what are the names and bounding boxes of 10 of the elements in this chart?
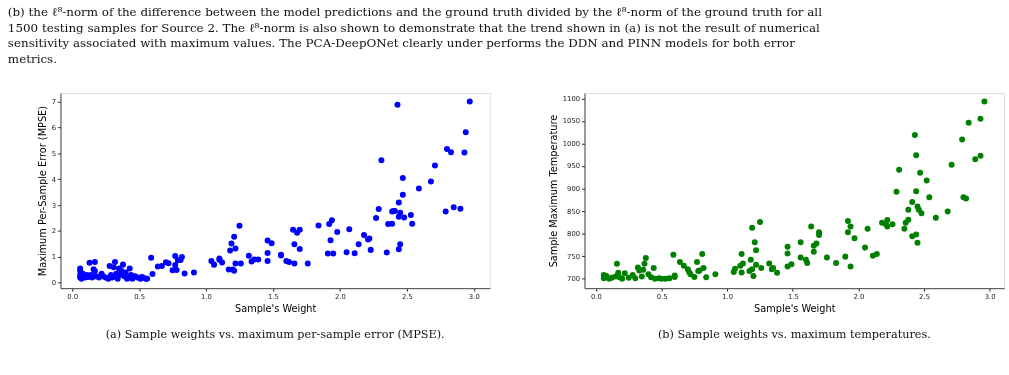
text: (b) the ℓ⁸-norm of the difference between the model predictions and the ground truth divided by the ℓ⁸-norm of the ground truth for all	[7, 5, 823, 20]
text: sensitivity associated with maximum values. The PCA-DeepONet clearly under performs the DDN and PINN models for both error	[7, 36, 796, 51]
y-axis-title: Maximum Per-Sample Error (MPSE)	[36, 105, 48, 277]
text: (a) Sample weights vs. maximum per-sample error (MPSE).	[105, 327, 445, 341]
x-axis-title: Sample's Weight	[754, 303, 836, 315]
text: (b) Sample weights vs. maximum temperatures.	[657, 327, 931, 341]
y-axis-title: Sample Maximum Temperature	[547, 114, 559, 268]
text: 1500 testing samples for Source 2. The ℓ⁸-norm is also shown to demonstrate that the trend shown in (a) is not the result of numerical	[7, 20, 820, 35]
x-axis-title: Sample's Weight	[234, 303, 317, 315]
text: metrics.	[7, 52, 57, 67]
